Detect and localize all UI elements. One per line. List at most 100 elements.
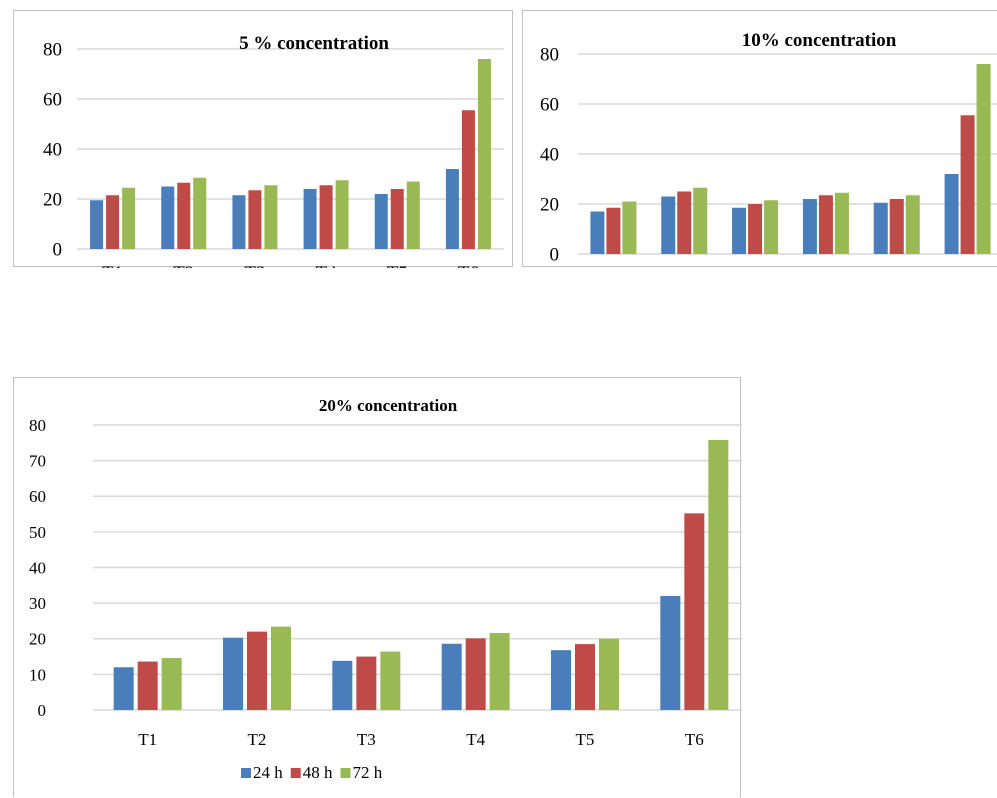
bar-72h-T4 (834, 192, 849, 254)
y-tick-label: 30 (29, 594, 46, 613)
bar-48h-T4 (818, 195, 833, 254)
x-category-label: T5 (387, 263, 408, 268)
bar-24h-T1 (113, 667, 134, 710)
bar-24h-T2 (661, 196, 676, 254)
y-tick-label: 20 (29, 630, 46, 649)
bar-72h-T5 (905, 195, 920, 254)
bar-72h-T5 (599, 638, 619, 710)
bar-24h-T5 (873, 202, 888, 254)
chart-title: 5 % concentration (239, 33, 389, 54)
bar-48h-T6l (960, 115, 975, 254)
x-category-label: T4 (316, 263, 338, 268)
bar-24h-T6l (944, 174, 959, 254)
x-category-label: T3 (357, 730, 376, 749)
bar-24h-T6 (445, 169, 459, 249)
y-tick-label: 60 (29, 487, 46, 506)
y-tick-label: 60 (540, 95, 559, 116)
bar-48h-T6 (461, 110, 475, 249)
y-tick-label: 60 (43, 90, 62, 111)
legend-label: 48 h (303, 763, 333, 782)
bar-72h-T3 (264, 185, 278, 249)
bar-72h-T5 (406, 181, 420, 249)
bar-48h-T2 (177, 182, 191, 249)
bar-chart-10-percent: 020406080T1T2T3T4T5T6l10% concentration2… (540, 30, 997, 266)
legend-swatch (340, 768, 351, 778)
bar-24h-T4 (802, 199, 817, 254)
chart-title: 20% concentration (319, 396, 458, 415)
legend-swatch (241, 768, 251, 778)
y-tick-label: 10 (29, 665, 46, 684)
bar-48h-T3 (248, 190, 262, 249)
y-tick-label: 20 (540, 195, 559, 216)
bar-72h-T3 (764, 200, 779, 254)
chart-panel-10-percent: 020406080T1T2T3T4T5T6l10% concentration2… (522, 10, 997, 267)
bar-24h-T5 (551, 650, 571, 710)
bar-72h-T6 (477, 59, 491, 249)
x-category-label: T4 (466, 730, 485, 749)
bar-24h-T3 (232, 195, 246, 249)
y-tick-label: 70 (29, 452, 46, 471)
bar-48h-T3 (356, 656, 377, 710)
x-category-label: T2 (248, 730, 267, 749)
bar-72h-T3 (380, 651, 401, 710)
y-tick-label: 40 (43, 140, 62, 161)
bar-24h-T1 (590, 211, 605, 254)
x-category-label: T1 (102, 263, 123, 268)
bar-48h-T2 (247, 631, 267, 710)
y-tick-label: 40 (540, 145, 559, 166)
bar-48h-T5 (889, 199, 904, 254)
bar-24h-T3 (732, 207, 747, 254)
x-category-label: T1 (138, 730, 157, 749)
y-tick-label: 40 (29, 558, 46, 577)
bar-24h-T3 (332, 660, 353, 710)
bar-48h-T4 (465, 638, 486, 710)
bar-72h-T2 (193, 177, 207, 249)
chart-panel-20-percent: 0 10 20 30 40 50 60 70 80 T1 T2 T3 T4 T5 T6 20% concent… (13, 377, 742, 797)
y-tick-label: 0 (38, 701, 47, 720)
y-tick-label: 0 (53, 240, 63, 261)
bar-48h-T5 (575, 644, 595, 710)
bar-72h-T1 (161, 657, 182, 710)
bar-24h-T4 (303, 189, 317, 249)
bar-24h-T2 (223, 637, 243, 710)
bar-72h-T2 (693, 187, 708, 254)
bar-72h-T1 (622, 201, 637, 254)
bar-24h-T1 (90, 200, 104, 249)
x-category-label: T5 (576, 730, 595, 749)
x-category-label: T6 (685, 730, 704, 749)
bar-72h-T6 (708, 439, 729, 710)
bar-48h-T5 (390, 189, 404, 249)
bar-48h-T1 (106, 195, 120, 249)
legend: 24 h 48 h 72 h (241, 763, 383, 782)
y-tick-label: 80 (29, 416, 46, 435)
bar-48h-T1 (606, 207, 621, 254)
bar-24h-T6 (660, 596, 681, 710)
y-tick-label: 50 (29, 523, 46, 542)
legend-swatch (290, 768, 301, 778)
bar-48h-T2 (677, 191, 692, 254)
chart-title: 10% concentration (742, 30, 897, 51)
x-category-label: T2 (173, 263, 194, 268)
y-tick-label: 20 (43, 190, 62, 211)
bar-72h-T1 (122, 187, 136, 249)
chart-panel-5-percent: 020406080T1T2T3T4T5T65 % concentration24… (13, 10, 513, 268)
bar-48h-T1 (137, 661, 158, 710)
y-tick-label: 80 (540, 45, 559, 66)
bar-72h-T2 (271, 626, 291, 710)
bar-48h-T6 (684, 513, 705, 710)
bar-chart-20-percent: 0 10 20 30 40 50 60 70 80 T1 T2 T3 T4 T5 T6 20% concent… (29, 396, 742, 782)
bar-24h-T4 (441, 643, 462, 710)
bar-24h-T5 (374, 194, 388, 249)
bar-72h-T4 (489, 633, 510, 710)
bar-72h-T6l (976, 64, 991, 254)
x-category-label: T6 (458, 263, 479, 268)
bar-chart-5-percent: 020406080T1T2T3T4T5T65 % concentration24… (43, 33, 504, 268)
bar-48h-T4 (319, 185, 333, 249)
bar-48h-T3 (748, 204, 763, 254)
bar-72h-T4 (335, 180, 349, 249)
y-tick-label: 0 (550, 245, 560, 266)
legend-label: 72 h (353, 763, 383, 782)
y-tick-label: 80 (43, 40, 62, 61)
bar-24h-T2 (161, 186, 175, 249)
legend-label: 24 h (253, 763, 283, 782)
